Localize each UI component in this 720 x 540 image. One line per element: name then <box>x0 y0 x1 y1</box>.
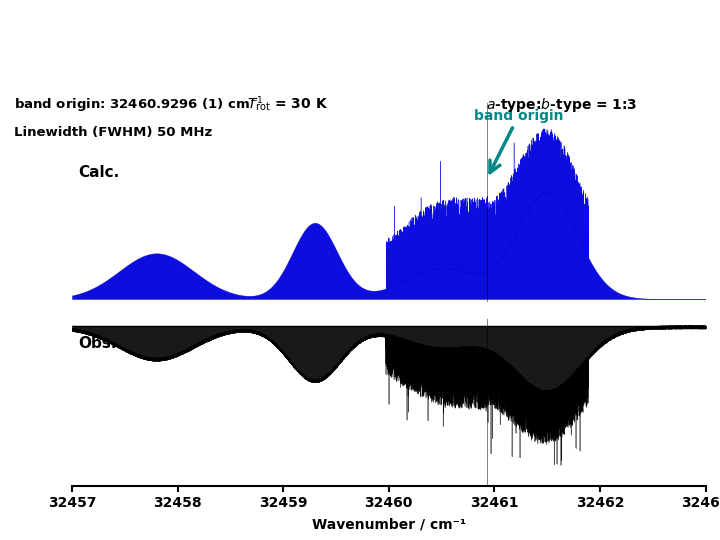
Text: High-resolution fluorescence excitation spectrum of $0^0_0$+1042 cm$^{-1}$ band : High-resolution fluorescence excitation … <box>9 15 711 40</box>
X-axis label: Wavenumber / cm⁻¹: Wavenumber / cm⁻¹ <box>312 517 466 531</box>
Text: 2-ClN $S_1$$\leftarrow$$S_0$ transition: 2-ClN $S_1$$\leftarrow$$S_0$ transition <box>243 65 477 86</box>
Text: band origin: band origin <box>474 109 563 173</box>
Text: Obs.: Obs. <box>78 336 117 351</box>
Text: band origin: 32460.9296 (1) cm$^{-1}$: band origin: 32460.9296 (1) cm$^{-1}$ <box>14 96 264 115</box>
Text: Linewidth (FWHM) 50 MHz: Linewidth (FWHM) 50 MHz <box>14 126 212 139</box>
Text: Calc.: Calc. <box>78 165 120 180</box>
Text: $T_{\rm rot}$ = 30 K: $T_{\rm rot}$ = 30 K <box>248 97 328 113</box>
Text: $a$-type:$b$-type = 1:3: $a$-type:$b$-type = 1:3 <box>486 96 637 114</box>
